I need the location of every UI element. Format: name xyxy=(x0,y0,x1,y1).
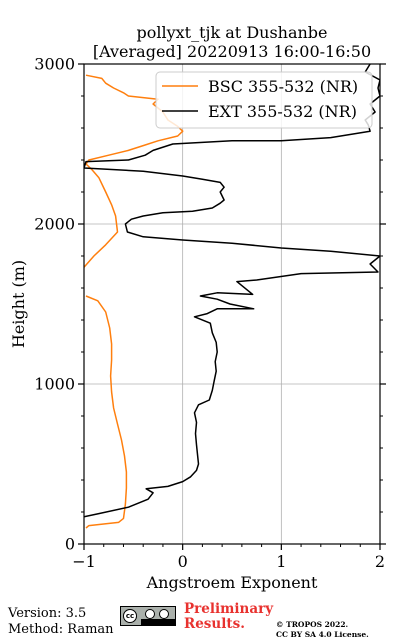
series-lines xyxy=(84,64,380,529)
chart-title-line2: [Averaged] 20220913 16:00-16:50 xyxy=(93,42,371,61)
method-label: Method: Raman xyxy=(8,622,114,637)
series-line-0 xyxy=(85,295,128,529)
series-line-1 xyxy=(84,74,184,268)
legend-box xyxy=(155,71,373,129)
copyright-line1: © TROPOS 2022. xyxy=(276,620,349,629)
preliminary-line2: Results. xyxy=(184,616,245,632)
y-axis-label: Height (m) xyxy=(9,260,28,348)
y-tick-label-1: 1000 xyxy=(34,375,75,394)
legend-label-ext: EXT 355-532 (NR) xyxy=(208,102,357,121)
x-tick-label-0: −1 xyxy=(72,552,96,571)
sa-icon xyxy=(159,609,169,619)
by-icon xyxy=(145,609,155,619)
plot-frame xyxy=(83,63,381,545)
y-tick-label-2: 2000 xyxy=(34,215,75,234)
legend: BSC 355-532 (NR) EXT 355-532 (NR) xyxy=(155,71,373,129)
x-tick-label-2: 1 xyxy=(276,552,286,571)
x-tick-label-1: 0 xyxy=(178,552,188,571)
y-tick-label-3: 3000 xyxy=(34,55,75,74)
license-bar xyxy=(141,619,175,625)
cc-icon: cc xyxy=(123,609,137,623)
version-label: Version: 3.5 xyxy=(8,606,87,621)
x-tick-label-3: 2 xyxy=(375,552,385,571)
cc-by-sa-icon: cc xyxy=(120,606,176,626)
preliminary-results-label: Preliminary Results. xyxy=(184,602,273,632)
x-axis-label: Angstroem Exponent xyxy=(146,573,318,592)
y-tick-label-0: 0 xyxy=(65,535,75,554)
copyright-line2: CC BY SA 4.0 License. xyxy=(276,630,369,639)
legend-label-bsc: BSC 355-532 (NR) xyxy=(208,77,358,96)
chart-title-line1: pollyxt_tjk at Dushanbe xyxy=(136,23,327,42)
preliminary-line1: Preliminary xyxy=(184,601,274,617)
series-line-2 xyxy=(84,64,380,518)
copyright-notice: © TROPOS 2022. CC BY SA 4.0 License. xyxy=(276,620,369,640)
